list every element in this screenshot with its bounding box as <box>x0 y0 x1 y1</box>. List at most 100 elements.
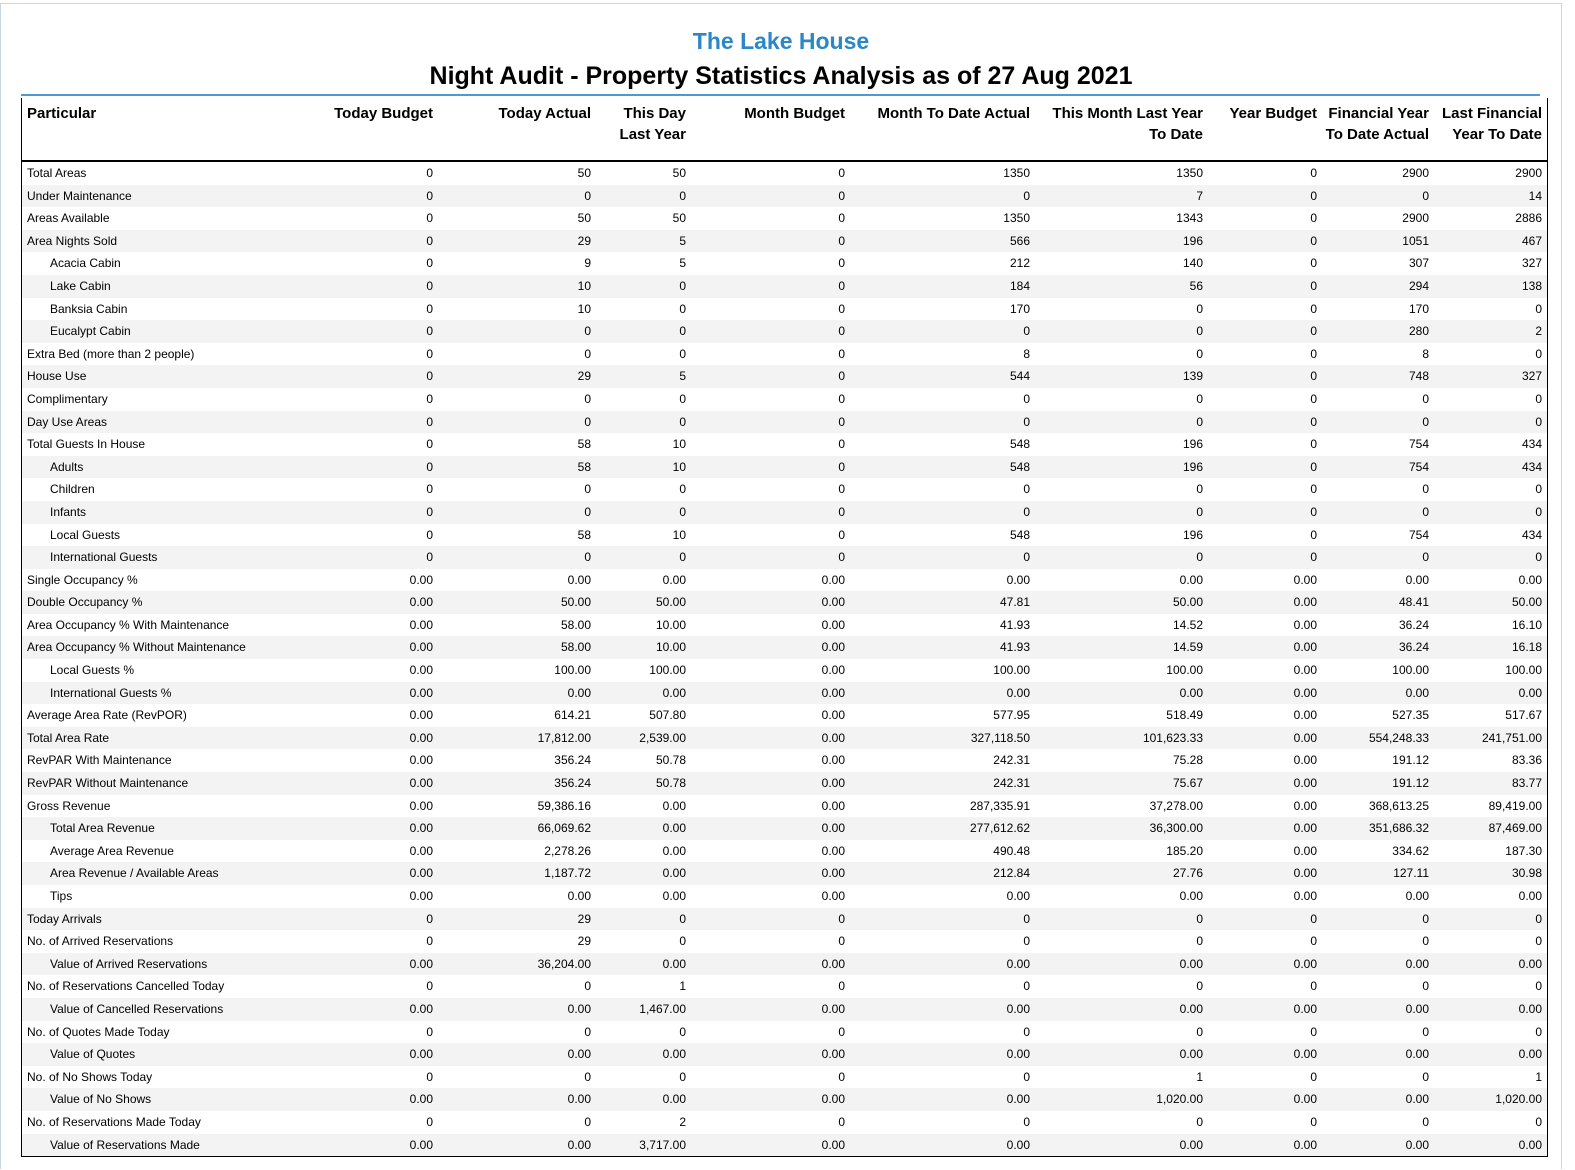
row-value: 0 <box>1310 1069 1317 1084</box>
row-value: 0.00 <box>1293 1137 1317 1152</box>
row-value: 0.00 <box>409 685 433 700</box>
row-value: 1051 <box>1402 233 1429 248</box>
row-value: 0.00 <box>409 1001 433 1016</box>
row-value: 0.00 <box>567 1001 591 1016</box>
row-value: 0.00 <box>821 617 845 632</box>
row-value: 27.76 <box>1172 866 1203 881</box>
row-value: 8 <box>1422 346 1429 361</box>
row-label: Extra Bed (more than 2 people) <box>27 346 195 361</box>
row-value: 0.00 <box>821 572 845 587</box>
row-value: 0 <box>1422 504 1429 519</box>
row-value: 434 <box>1521 437 1542 452</box>
title-divider <box>21 94 1540 96</box>
row-value: 50 <box>577 166 591 180</box>
row-value: 0.00 <box>1179 1047 1203 1062</box>
row-label: Value of Reservations Made <box>50 1137 200 1152</box>
table-row: International Guests % 0.00 0.00 0.00 0.00 0.… <box>22 681 1547 705</box>
row-label: Value of Arrived Reservations <box>50 956 208 971</box>
row-value: 16.18 <box>1511 640 1542 655</box>
row-value: 0 <box>1535 482 1542 497</box>
row-value: 100.00 <box>554 663 591 678</box>
row-value: 0 <box>426 527 433 542</box>
row-value: 0.00 <box>1293 843 1317 858</box>
row-value: 0 <box>426 504 433 519</box>
row-value: 2886 <box>1515 211 1542 226</box>
row-value: 0.00 <box>1293 1092 1317 1107</box>
row-value: 0.00 <box>1405 1047 1429 1062</box>
row-value: 0 <box>679 391 686 406</box>
row-value: 0 <box>1310 550 1317 565</box>
row-label: Children <box>50 482 95 497</box>
row-value: 0 <box>838 256 845 271</box>
row-value: 0 <box>838 1024 845 1039</box>
row-value: 0.00 <box>662 1092 686 1107</box>
row-value: 0 <box>838 346 845 361</box>
row-value: 0 <box>1196 504 1203 519</box>
row-value: 0.00 <box>567 1092 591 1107</box>
row-value: 0 <box>838 278 845 293</box>
row-value: 0.00 <box>821 821 845 836</box>
row-label: Average Area Rate (RevPOR) <box>27 708 187 723</box>
row-value: 517.67 <box>1505 708 1542 723</box>
row-label: Average Area Revenue <box>50 843 174 858</box>
row-value: 0.00 <box>1518 956 1542 971</box>
column-header-this-month-last-year: This Month Last Year To Date <box>1052 105 1203 143</box>
row-value: 0.00 <box>1179 1001 1203 1016</box>
row-label: Total Areas <box>27 166 87 180</box>
row-value: 50.78 <box>655 753 686 768</box>
row-value: 0 <box>1422 188 1429 203</box>
row-value: 368,613.25 <box>1368 798 1429 813</box>
row-value: 185.20 <box>1166 843 1203 858</box>
row-value: 0 <box>838 550 845 565</box>
row-value: 0.00 <box>409 889 433 903</box>
row-value: 0 <box>1535 550 1542 565</box>
row-value: 0.00 <box>1006 1092 1030 1107</box>
row-value: 10 <box>577 301 591 316</box>
row-value: 0.00 <box>1179 1137 1203 1152</box>
row-value: 50.00 <box>560 595 591 610</box>
row-value: 5 <box>679 369 686 384</box>
table-row: Area Nights Sold 0 29 5 0 566 196 0 1051 467 <box>22 229 1547 253</box>
row-value: 0 <box>1422 1024 1429 1039</box>
row-value: 0.00 <box>821 798 845 813</box>
row-value: 0.00 <box>1518 889 1542 903</box>
table-row: Average Area Rate (RevPOR) 0.00 614.21 507.… <box>22 704 1547 727</box>
row-value: 0 <box>1023 414 1030 429</box>
row-value: 0.00 <box>567 572 591 587</box>
row-value: 0.00 <box>821 663 845 678</box>
column-header-particular: Particular <box>27 105 97 122</box>
row-value: 50 <box>672 211 686 226</box>
row-value: 0 <box>1310 504 1317 519</box>
row-value: 0 <box>584 414 591 429</box>
row-value: 50 <box>672 166 686 180</box>
table-row: Local Guests 0 58 10 0 548 196 0 754 434 <box>22 524 1547 547</box>
row-value: 0 <box>838 391 845 406</box>
row-value: 0 <box>426 979 433 994</box>
row-value: 196 <box>1182 459 1203 474</box>
row-value: 36.24 <box>1398 617 1429 632</box>
row-value: 0.00 <box>1006 1001 1030 1016</box>
row-label: House Use <box>27 369 87 384</box>
row-value: 14.52 <box>1172 617 1203 632</box>
row-value: 187.30 <box>1505 843 1542 858</box>
row-value: 0 <box>1023 550 1030 565</box>
row-value: 0 <box>1023 1114 1030 1129</box>
row-value: 0.00 <box>409 798 433 813</box>
table-row: No. of Quotes Made Today 0 0 0 0 0 0 0 0 0 <box>22 1021 1547 1044</box>
row-label: Tips <box>50 889 73 903</box>
row-value: 0 <box>1196 1114 1203 1129</box>
row-label: No. of Arrived Reservations <box>27 934 174 949</box>
row-value: 36.24 <box>1398 640 1429 655</box>
row-value: 100.00 <box>1166 663 1203 678</box>
row-value: 0.00 <box>409 1047 433 1062</box>
row-label: Total Area Revenue <box>50 821 155 836</box>
report-frame <box>0 3 1562 1169</box>
row-value: 212.84 <box>993 866 1030 881</box>
row-value: 0.00 <box>662 572 686 587</box>
column-header-financial-ytd-actual: Financial Year To Date Actual <box>1325 105 1429 143</box>
row-value: 0.00 <box>1179 572 1203 587</box>
row-value: 0 <box>426 437 433 452</box>
row-value: 87,469.00 <box>1488 821 1542 836</box>
row-value: 0 <box>679 550 686 565</box>
row-value: 0 <box>426 211 433 226</box>
